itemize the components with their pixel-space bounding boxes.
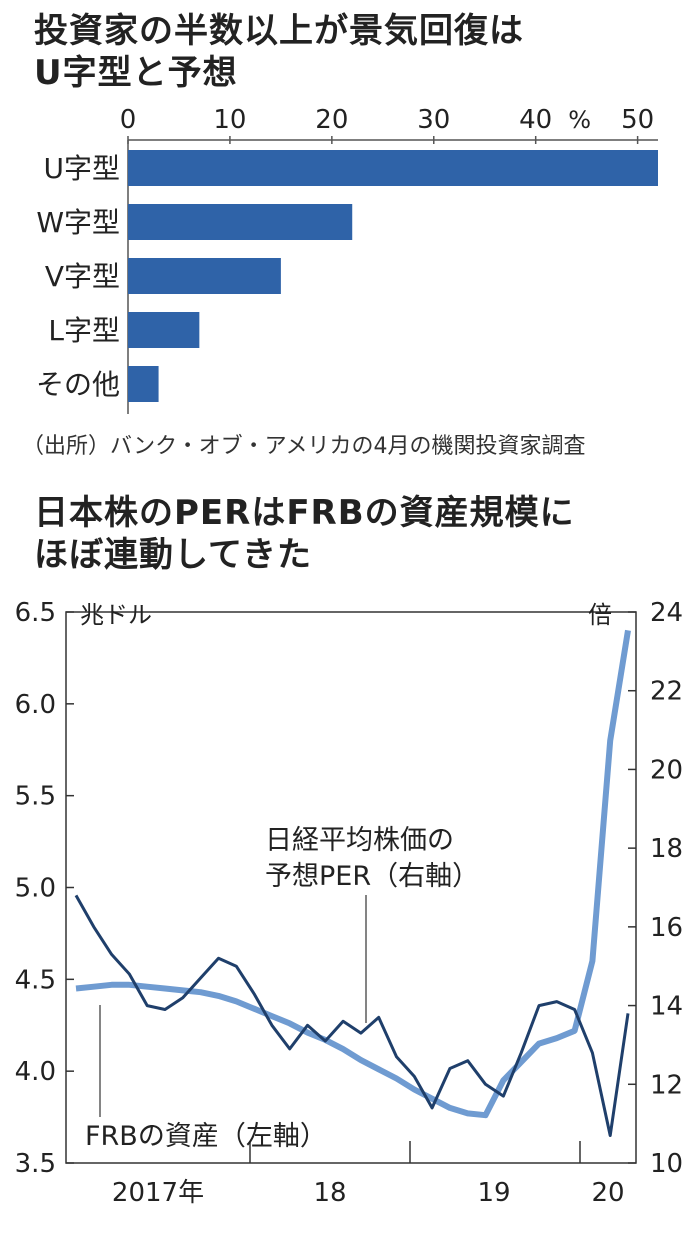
line-chart: 6.5 6.0 5.5 5.0 4.5 4.0 3.5 24 22 20 18 16 14 12 10 兆ドル… [15, 598, 683, 1208]
left-tick-label: 4.5 [15, 965, 56, 995]
right-tick-label: 24 [650, 598, 683, 628]
bar-category-label: W字型 [36, 206, 120, 239]
frb-assets-line [75, 629, 631, 1119]
frb-label: FRBの資産（左軸） [85, 1121, 327, 1152]
x-axis-label: 20 [591, 1178, 624, 1208]
right-tick-label: 10 [650, 1149, 683, 1179]
bar-5 [128, 366, 159, 402]
right-tick-label: 12 [650, 1070, 683, 1100]
bar-tick-label: 0 [120, 105, 137, 135]
left-axis-unit: 兆ドル [80, 601, 152, 629]
right-tick-label: 18 [650, 834, 683, 864]
per-label: 日経平均株価の [265, 825, 454, 856]
per-line [74, 894, 630, 1137]
x-axis-label: 19 [477, 1178, 510, 1208]
right-tick-label: 14 [650, 992, 683, 1022]
bar-tick-label: 30 [417, 105, 450, 135]
bar-category-label: V字型 [45, 260, 120, 293]
left-tick-label: 3.5 [15, 1149, 56, 1179]
x-axis-label: 18 [313, 1178, 346, 1208]
left-tick-label: 4.0 [15, 1057, 56, 1087]
bar-category-label: L字型 [48, 314, 120, 347]
bar-1 [128, 150, 658, 186]
bar-tick-label: 10 [213, 105, 246, 135]
bar-2 [128, 204, 353, 240]
right-tick-label: 20 [650, 755, 683, 785]
left-tick-label: 5.0 [15, 874, 56, 904]
bar-tick-label: 50 [621, 105, 654, 135]
right-tick-label: 22 [650, 677, 683, 707]
x-axis-label: 2017年 [112, 1178, 204, 1208]
bar-tick-label: 40 [519, 105, 552, 135]
bar-tick-label: 20 [315, 105, 348, 135]
left-tick-label: 6.5 [15, 598, 56, 628]
bar-category-label: U字型 [44, 152, 121, 185]
bar-category-label: その他 [36, 368, 120, 401]
bar-chart-title: 投資家の半数以上が景気回復は U字型と予想 [34, 11, 524, 93]
line-chart-title: 日本株のPERはFRBの資産規模に ほぼ連動してきた [34, 493, 575, 575]
bar-3 [128, 258, 281, 294]
left-tick-label: 5.5 [15, 782, 56, 812]
bar-unit-label: % [568, 106, 591, 134]
left-tick-label: 6.0 [15, 690, 56, 720]
bar-4 [128, 312, 200, 348]
right-tick-label: 16 [650, 913, 683, 943]
bar-chart-source: （出所）バンク・オブ・アメリカの4月の機関投資家調査 [22, 434, 586, 459]
per-label: 予想PER（右軸） [265, 861, 479, 892]
right-axis-unit: 倍 [588, 601, 612, 629]
